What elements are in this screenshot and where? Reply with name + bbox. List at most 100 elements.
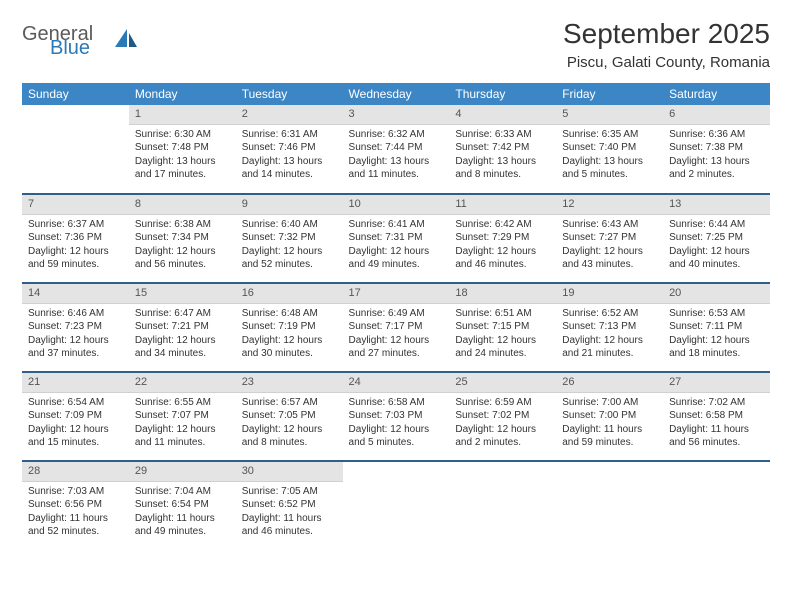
calendar-day-cell: 10Sunrise: 6:41 AMSunset: 7:31 PMDayligh… xyxy=(343,194,450,282)
weekday-header: Wednesday xyxy=(343,83,450,105)
day-line: Daylight: 12 hours and 15 minutes. xyxy=(28,423,123,450)
day-line: Sunrise: 6:30 AM xyxy=(135,128,230,142)
day-content: Sunrise: 6:48 AMSunset: 7:19 PMDaylight:… xyxy=(236,304,343,363)
weekday-header: Saturday xyxy=(663,83,770,105)
calendar-day-cell: 12Sunrise: 6:43 AMSunset: 7:27 PMDayligh… xyxy=(556,194,663,282)
day-line: Sunset: 6:56 PM xyxy=(28,498,123,512)
day-line: Daylight: 11 hours and 49 minutes. xyxy=(135,512,230,539)
day-line: Sunrise: 7:05 AM xyxy=(242,485,337,499)
calendar-day-cell: 25Sunrise: 6:59 AMSunset: 7:02 PMDayligh… xyxy=(449,372,556,460)
header: General Blue September 2025 Piscu, Galat… xyxy=(22,18,770,71)
day-line: Sunset: 7:03 PM xyxy=(349,409,444,423)
day-content: Sunrise: 6:55 AMSunset: 7:07 PMDaylight:… xyxy=(129,393,236,452)
day-number: 15 xyxy=(129,284,236,304)
day-content: Sunrise: 6:53 AMSunset: 7:11 PMDaylight:… xyxy=(663,304,770,363)
day-line: Sunset: 7:13 PM xyxy=(562,320,657,334)
day-line: Sunset: 7:46 PM xyxy=(242,141,337,155)
day-number: 25 xyxy=(449,373,556,393)
location: Piscu, Galati County, Romania xyxy=(563,54,770,71)
calendar-day-cell: 24Sunrise: 6:58 AMSunset: 7:03 PMDayligh… xyxy=(343,372,450,460)
day-line: Sunset: 7:40 PM xyxy=(562,141,657,155)
calendar-week-row: 14Sunrise: 6:46 AMSunset: 7:23 PMDayligh… xyxy=(22,283,770,371)
weekday-header: Tuesday xyxy=(236,83,343,105)
day-line: Sunset: 7:44 PM xyxy=(349,141,444,155)
day-number: 23 xyxy=(236,373,343,393)
day-content: Sunrise: 6:30 AMSunset: 7:48 PMDaylight:… xyxy=(129,125,236,184)
weekday-header: Thursday xyxy=(449,83,556,105)
day-line: Sunset: 7:25 PM xyxy=(669,231,764,245)
day-line: Sunrise: 6:49 AM xyxy=(349,307,444,321)
day-line: Daylight: 11 hours and 59 minutes. xyxy=(562,423,657,450)
day-line: Sunrise: 6:47 AM xyxy=(135,307,230,321)
calendar-week-row: 7Sunrise: 6:37 AMSunset: 7:36 PMDaylight… xyxy=(22,194,770,282)
calendar-day-cell: 6Sunrise: 6:36 AMSunset: 7:38 PMDaylight… xyxy=(663,105,770,193)
calendar-week-row: 1Sunrise: 6:30 AMSunset: 7:48 PMDaylight… xyxy=(22,105,770,193)
day-line: Daylight: 12 hours and 46 minutes. xyxy=(455,245,550,272)
calendar-day-cell: 17Sunrise: 6:49 AMSunset: 7:17 PMDayligh… xyxy=(343,283,450,371)
day-content: Sunrise: 6:49 AMSunset: 7:17 PMDaylight:… xyxy=(343,304,450,363)
day-content: Sunrise: 6:51 AMSunset: 7:15 PMDaylight:… xyxy=(449,304,556,363)
calendar-day-cell: 7Sunrise: 6:37 AMSunset: 7:36 PMDaylight… xyxy=(22,194,129,282)
day-line: Daylight: 13 hours and 11 minutes. xyxy=(349,155,444,182)
day-line: Sunrise: 6:40 AM xyxy=(242,218,337,232)
calendar-day-cell: 1Sunrise: 6:30 AMSunset: 7:48 PMDaylight… xyxy=(129,105,236,193)
day-line: Sunrise: 6:57 AM xyxy=(242,396,337,410)
day-line: Daylight: 11 hours and 52 minutes. xyxy=(28,512,123,539)
day-content: Sunrise: 7:02 AMSunset: 6:58 PMDaylight:… xyxy=(663,393,770,452)
day-line: Sunset: 7:00 PM xyxy=(562,409,657,423)
calendar-day-cell: 8Sunrise: 6:38 AMSunset: 7:34 PMDaylight… xyxy=(129,194,236,282)
logo: General Blue xyxy=(22,18,57,58)
day-line: Sunrise: 6:44 AM xyxy=(669,218,764,232)
day-number: 18 xyxy=(449,284,556,304)
day-line: Sunrise: 6:41 AM xyxy=(349,218,444,232)
weekday-header: Monday xyxy=(129,83,236,105)
day-line: Sunrise: 7:00 AM xyxy=(562,396,657,410)
calendar-day-cell: 19Sunrise: 6:52 AMSunset: 7:13 PMDayligh… xyxy=(556,283,663,371)
day-line: Sunrise: 6:38 AM xyxy=(135,218,230,232)
day-number: 2 xyxy=(236,105,343,125)
calendar-week-row: 21Sunrise: 6:54 AMSunset: 7:09 PMDayligh… xyxy=(22,372,770,460)
day-content: Sunrise: 6:38 AMSunset: 7:34 PMDaylight:… xyxy=(129,215,236,274)
calendar-day-cell: 2Sunrise: 6:31 AMSunset: 7:46 PMDaylight… xyxy=(236,105,343,193)
day-content: Sunrise: 6:58 AMSunset: 7:03 PMDaylight:… xyxy=(343,393,450,452)
day-line: Sunset: 7:38 PM xyxy=(669,141,764,155)
day-content xyxy=(556,481,663,486)
day-content: Sunrise: 7:03 AMSunset: 6:56 PMDaylight:… xyxy=(22,482,129,541)
day-number: 5 xyxy=(556,105,663,125)
day-line: Sunset: 7:29 PM xyxy=(455,231,550,245)
day-line: Sunset: 7:31 PM xyxy=(349,231,444,245)
day-content: Sunrise: 6:54 AMSunset: 7:09 PMDaylight:… xyxy=(22,393,129,452)
day-line: Daylight: 12 hours and 37 minutes. xyxy=(28,334,123,361)
day-number: 29 xyxy=(129,462,236,482)
day-line: Sunset: 7:48 PM xyxy=(135,141,230,155)
day-line: Daylight: 13 hours and 2 minutes. xyxy=(669,155,764,182)
day-line: Sunrise: 6:37 AM xyxy=(28,218,123,232)
day-line: Daylight: 13 hours and 17 minutes. xyxy=(135,155,230,182)
calendar-day-cell xyxy=(343,461,450,549)
month-title: September 2025 xyxy=(563,18,770,50)
day-line: Daylight: 12 hours and 30 minutes. xyxy=(242,334,337,361)
day-line: Sunset: 7:17 PM xyxy=(349,320,444,334)
day-number xyxy=(449,462,556,481)
day-line: Sunset: 7:42 PM xyxy=(455,141,550,155)
calendar-day-cell xyxy=(663,461,770,549)
calendar-day-cell: 27Sunrise: 7:02 AMSunset: 6:58 PMDayligh… xyxy=(663,372,770,460)
day-line: Daylight: 12 hours and 5 minutes. xyxy=(349,423,444,450)
day-content: Sunrise: 6:46 AMSunset: 7:23 PMDaylight:… xyxy=(22,304,129,363)
day-line: Sunset: 7:09 PM xyxy=(28,409,123,423)
calendar-table: SundayMondayTuesdayWednesdayThursdayFrid… xyxy=(22,83,770,549)
day-line: Daylight: 12 hours and 59 minutes. xyxy=(28,245,123,272)
day-line: Sunrise: 6:52 AM xyxy=(562,307,657,321)
day-content: Sunrise: 6:52 AMSunset: 7:13 PMDaylight:… xyxy=(556,304,663,363)
day-number xyxy=(343,462,450,481)
day-line: Sunrise: 6:43 AM xyxy=(562,218,657,232)
calendar-day-cell: 22Sunrise: 6:55 AMSunset: 7:07 PMDayligh… xyxy=(129,372,236,460)
day-line: Sunset: 7:15 PM xyxy=(455,320,550,334)
day-number: 27 xyxy=(663,373,770,393)
day-content: Sunrise: 6:32 AMSunset: 7:44 PMDaylight:… xyxy=(343,125,450,184)
calendar-day-cell: 4Sunrise: 6:33 AMSunset: 7:42 PMDaylight… xyxy=(449,105,556,193)
day-line: Daylight: 11 hours and 56 minutes. xyxy=(669,423,764,450)
day-content: Sunrise: 6:33 AMSunset: 7:42 PMDaylight:… xyxy=(449,125,556,184)
day-line: Sunrise: 6:32 AM xyxy=(349,128,444,142)
day-content: Sunrise: 6:44 AMSunset: 7:25 PMDaylight:… xyxy=(663,215,770,274)
